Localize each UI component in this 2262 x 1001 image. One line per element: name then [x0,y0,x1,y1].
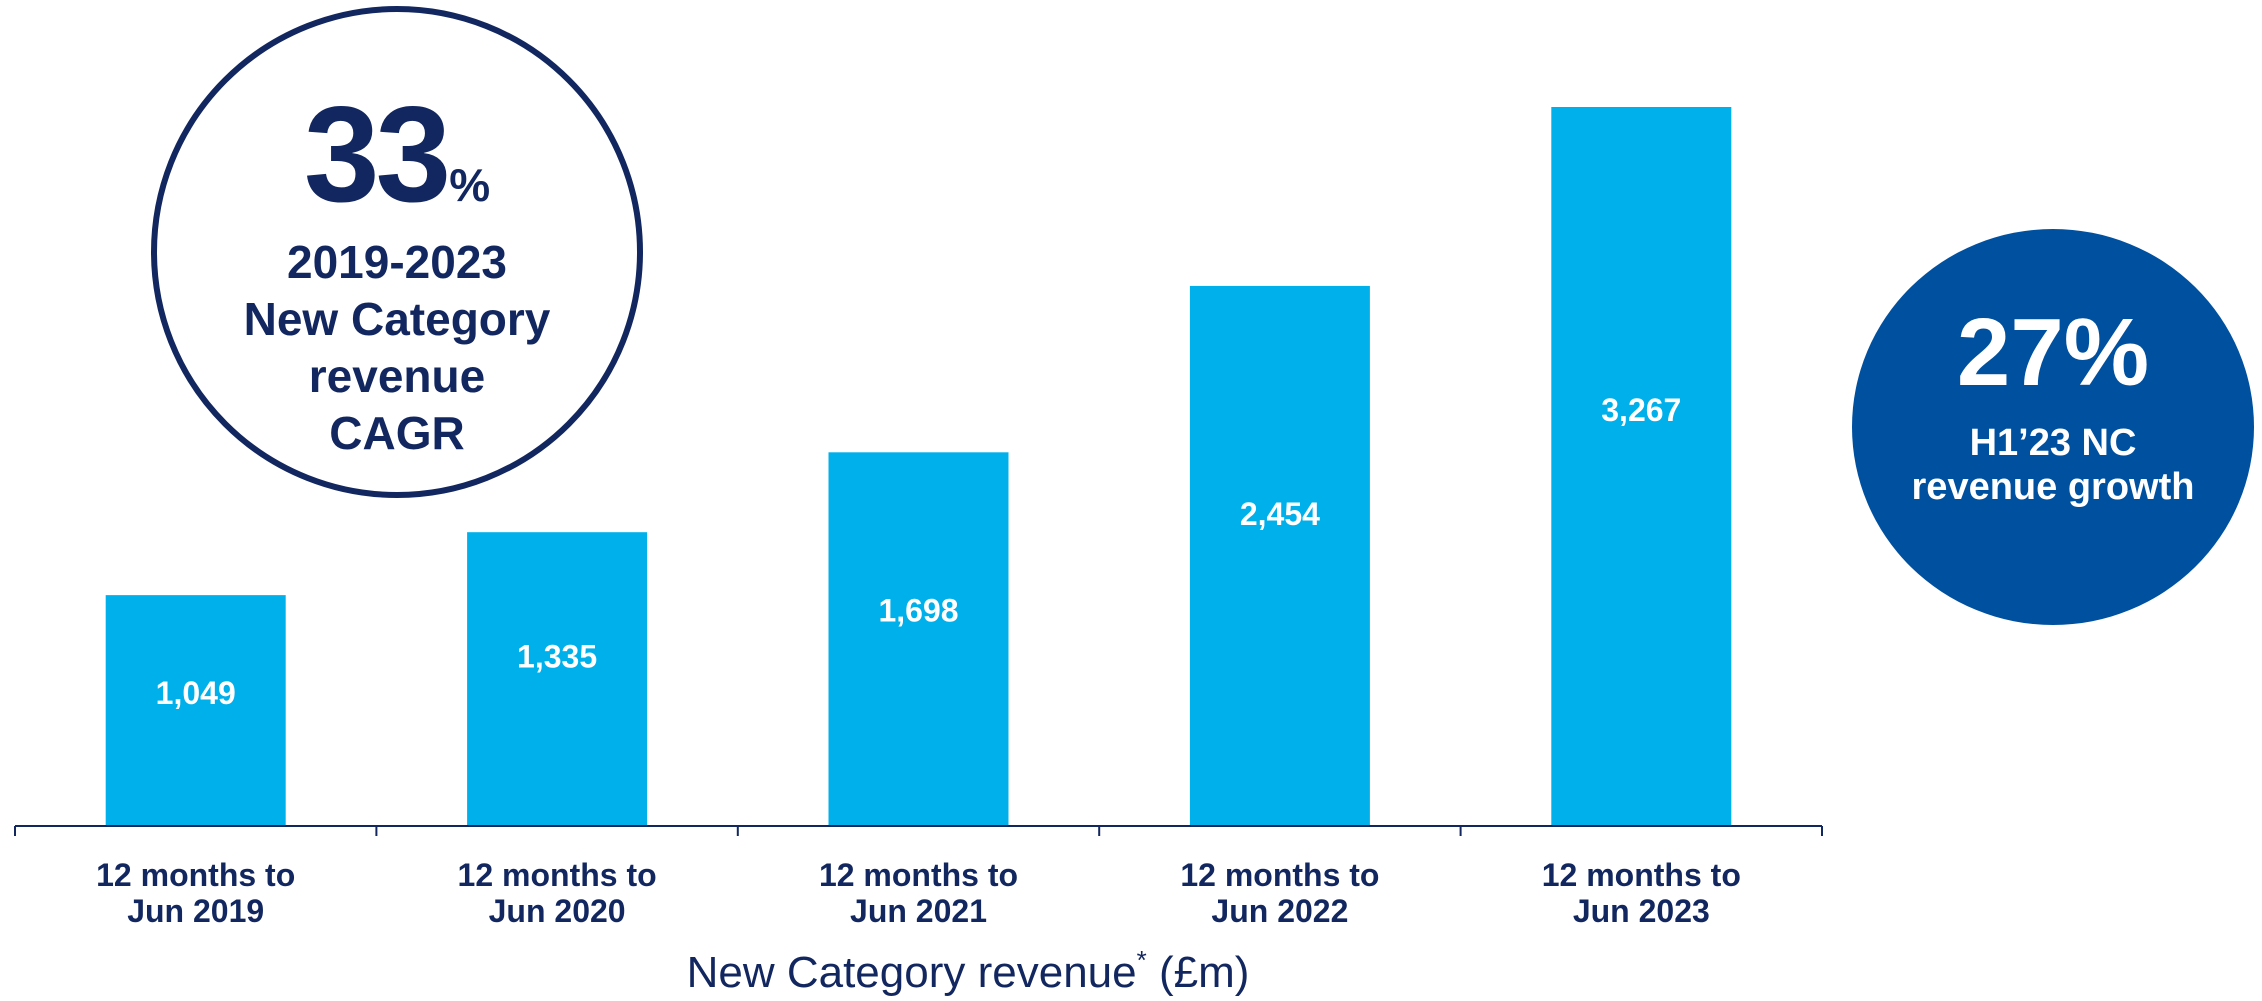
bar-value-label: 1,698 [878,592,958,628]
x-tick-label: 12 months to Jun 2023 [1542,857,1741,929]
bar [1189,285,1370,827]
cagr-caption-line: CAGR [329,407,465,459]
bar [828,452,1009,826]
x-axis-title-unit: (£m) [1147,948,1250,996]
x-axis-title: New Category revenue* (£m) [687,945,1250,996]
bar [1551,107,1732,826]
bar [467,532,648,826]
cagr-caption-line: New Category [243,293,551,345]
x-tick-label: 12 months to Jun 2021 [819,857,1018,929]
bar-value-label: 2,454 [1240,496,1320,532]
growth-callout: 27% H1’23 NC revenue growth [1852,229,2254,625]
cagr-caption: 2019-2023 New Category revenue CAGR [187,234,607,462]
x-tick-label-line: Jun 2022 [1211,893,1348,929]
bar-value-label: 1,049 [156,675,236,711]
bars-layer: 1,049 1,335 1,698 2,454 3,267 [105,107,1732,827]
x-tick-label-line: Jun 2021 [850,893,987,929]
x-tick-label-line: 12 months to [819,857,1018,893]
bar-value-label: 3,267 [1601,392,1681,428]
x-tick-label: 12 months to Jun 2019 [96,857,295,929]
growth-value: 27% [1956,299,2150,406]
cagr-percent-sign: % [449,159,491,211]
x-tick-label-line: 12 months to [1180,857,1379,893]
x-axis [14,825,1823,836]
x-tick-label-line: 12 months to [1542,857,1741,893]
x-tick-label: 12 months to Jun 2022 [1180,857,1379,929]
x-tick-label-line: Jun 2020 [489,893,626,929]
x-tick-label-line: Jun 2023 [1573,893,1710,929]
x-axis-title-text: New Category revenue [687,948,1137,996]
bar-value-label: 1,335 [517,639,597,675]
cagr-caption-line: 2019-2023 [287,236,507,288]
x-tick-label-line: Jun 2019 [127,893,264,929]
growth-caption: H1’23 NC revenue growth [1852,421,2254,509]
bar [105,595,286,826]
cagr-caption-line: revenue [308,350,486,402]
x-tick-label: 12 months to Jun 2020 [458,857,657,929]
cagr-callout: 33% 2019-2023 New Category revenue CAGR [151,6,643,498]
x-axis-title-footnote-marker: * [1137,945,1147,975]
x-tick-label-line: 12 months to [96,857,295,893]
growth-caption-line: revenue growth [1911,466,2195,508]
growth-caption-line: H1’23 NC [1969,422,2137,464]
cagr-value: 33% [157,86,637,222]
x-tick-label-line: 12 months to [458,857,657,893]
cagr-number: 33 [303,78,451,230]
